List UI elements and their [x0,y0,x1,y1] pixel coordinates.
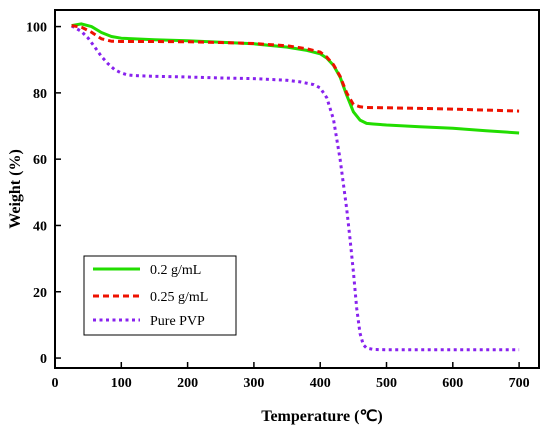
series-line-2 [70,24,520,352]
x-tick-label: 500 [376,376,397,391]
plot-frame [54,9,540,369]
y-axis-title: Weight (%) [7,149,24,229]
y-tick-label: 40 [33,219,47,234]
y-tick-label: 80 [33,87,47,102]
x-tick-label: 200 [177,376,198,391]
axis-ticks: 0 100 200 300 400 500 600 700 0 20 40 60 80 100 [26,21,530,391]
x-tick-label: 0 [52,376,59,391]
y-tick-label: 0 [40,352,47,367]
x-tick-label: 300 [243,376,264,391]
y-tick-label: 20 [33,286,47,301]
y-tick-label: 100 [26,21,47,36]
series-line-0 [71,22,520,135]
legend-label-2: Pure PVP [150,314,205,329]
x-tick-label: 100 [111,376,132,391]
legend-label-1: 0.25 g/mL [150,290,208,305]
legend-label-0: 0.2 g/mL [150,263,201,278]
series-layer [70,22,520,352]
y-tick-label: 60 [33,153,47,168]
x-tick-label: 700 [509,376,530,391]
x-axis-title: Temperature (℃) [261,408,383,425]
x-tick-label: 600 [442,376,463,391]
x-tick-label: 400 [310,376,331,391]
legend: 0.2 g/mL 0.25 g/mL Pure PVP [83,255,237,336]
series-line-1 [71,24,520,113]
